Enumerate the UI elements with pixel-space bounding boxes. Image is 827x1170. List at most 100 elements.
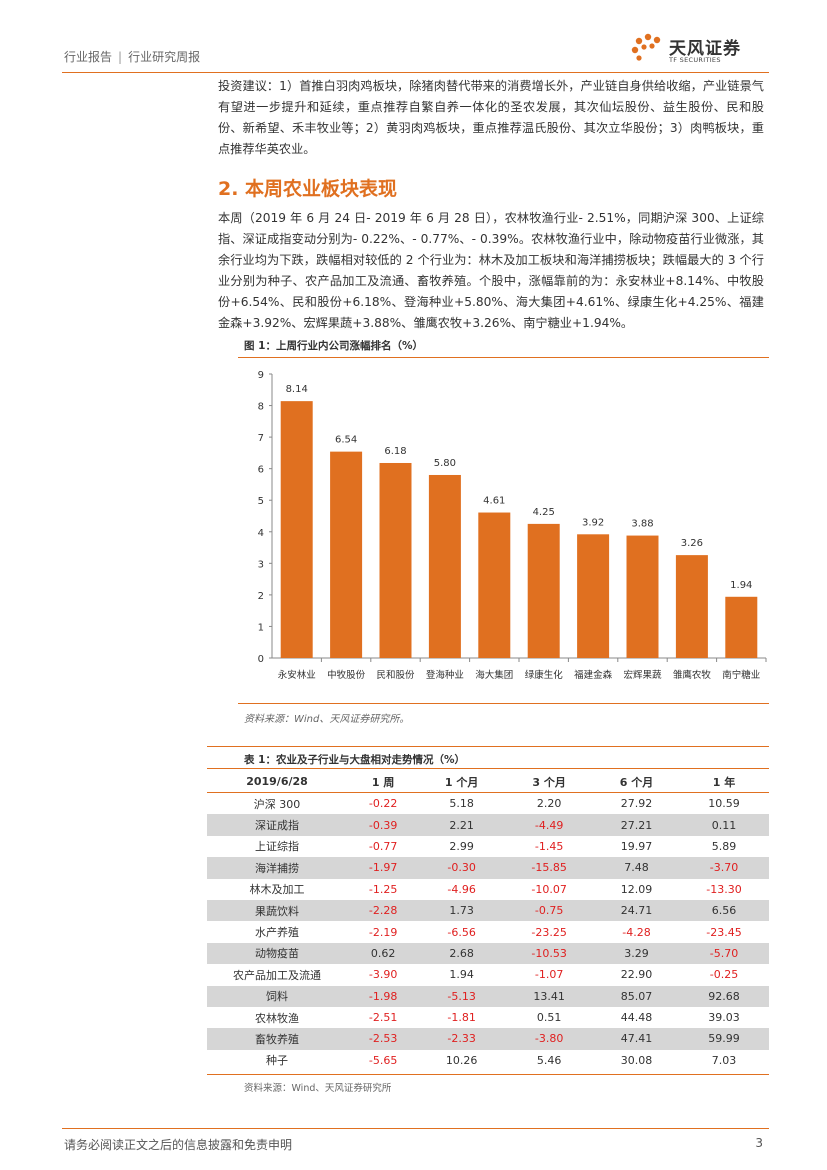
- table-row-label: 沪深 300: [253, 797, 301, 811]
- bar: [527, 523, 560, 658]
- table-cell: -10.07: [531, 882, 567, 896]
- category-label: 中牧股份: [327, 669, 366, 681]
- table-cell: -1.45: [534, 839, 564, 853]
- category-label: 雏鹰农牧: [673, 669, 712, 681]
- logo-subtext: TF SECURITIES: [669, 56, 721, 64]
- table-cell: 0.62: [347, 942, 420, 965]
- investment-advice-paragraph: 投资建议：1）首推白羽肉鸡板块，除猪肉替代带来的消费增长外，产业链自身供给收缩，…: [218, 79, 764, 156]
- table-row: 沪深 300 -0.22 5.18 2.20 27.92 10.59: [207, 793, 769, 815]
- bar: [280, 401, 313, 658]
- table-cell: 2.99: [449, 839, 474, 853]
- y-tick-label: 7: [258, 433, 264, 444]
- bar: [379, 462, 412, 658]
- table-cell: -5.70: [679, 942, 769, 965]
- bar: [428, 474, 461, 658]
- table-row-label: 农产品加工及流通: [233, 968, 321, 982]
- table-cell: -23.25: [531, 925, 567, 939]
- bar-value-label: 6.18: [384, 446, 406, 457]
- category-label: 民和股份: [376, 669, 415, 681]
- bar: [675, 555, 708, 658]
- table-cell: -3.80: [504, 1028, 595, 1050]
- table-cell: 19.97: [620, 839, 653, 853]
- y-tick-label: 1: [258, 622, 264, 633]
- header-report-name: 行业研究周报: [128, 50, 201, 64]
- y-tick-label: 4: [258, 528, 264, 539]
- bar-value-label: 3.26: [681, 538, 703, 549]
- table-cell: 7.03: [711, 1053, 737, 1067]
- table-cell: -2.51: [368, 1011, 398, 1025]
- bar: [330, 451, 363, 658]
- table-row-label: 农林牧渔: [255, 1011, 299, 1025]
- table-title: 表 1：农业及子行业与大盘相对走势情况（%）: [244, 754, 465, 766]
- stock-gain-bar-chart: 0 1 2 3 4 5 6 7 8 9 8.14 永安林业 6.54 中牧股份 6.18 民和股份 5.80 登海…: [258, 370, 767, 681]
- table-cell: 10.59: [708, 797, 740, 811]
- footer-disclaimer: 请务必阅读正文之后的信息披露和免责申明: [64, 1138, 293, 1152]
- table-cell: 5.46: [536, 1053, 562, 1067]
- table-header-row: 2019/6/28 1 周 1 个月 3 个月 6 个月 1 年: [207, 771, 769, 793]
- header-separator: |: [118, 50, 123, 64]
- category-label: 永安林业: [278, 669, 316, 681]
- table-cell: 27.21: [594, 814, 679, 836]
- table-row: 林木及加工 -1.25 -4.96 -10.07 12.09 -13.30: [207, 879, 769, 900]
- company-logo: 天风证券 TF SECURITIES: [627, 30, 767, 70]
- table-row: 种子 -5.65 10.26 5.46 30.08 7.03: [207, 1050, 769, 1071]
- table-cell: -0.30: [419, 857, 505, 879]
- category-label: 南宁糖业: [722, 669, 760, 681]
- logo-text: 天风证券: [669, 39, 741, 59]
- table-row-label: 林木及加工: [249, 883, 305, 897]
- table-row-label: 水产养殖: [255, 926, 299, 940]
- table-cell: 5.89: [711, 839, 737, 853]
- table-row-label: 深证成指: [207, 814, 347, 836]
- table-cell: 5.18: [449, 797, 474, 811]
- bar-value-label: 1.94: [730, 580, 752, 591]
- figure-title: 图 1：上周行业内公司涨幅排名（%）: [244, 340, 423, 352]
- table-cell: 0.51: [536, 1011, 562, 1025]
- y-tick-label: 9: [258, 370, 264, 381]
- y-tick-label: 0: [258, 654, 264, 665]
- table-cell: -23.45: [706, 925, 742, 939]
- table-row-label: 种子: [266, 1054, 288, 1068]
- table-top-rule: [207, 746, 769, 747]
- category-label: 宏辉果蔬: [623, 669, 662, 681]
- table-cell: 47.41: [594, 1028, 679, 1050]
- table-cell: 1.73: [419, 899, 505, 922]
- page-number: 3: [755, 1136, 763, 1150]
- bar-value-label: 3.88: [631, 519, 653, 530]
- table-row: 农产品加工及流通 -3.90 1.94 -1.07 22.90 -0.25: [207, 964, 769, 985]
- table-cell: 1.94: [449, 968, 474, 982]
- bar: [626, 535, 659, 658]
- table-cell: 12.09: [620, 882, 653, 896]
- logo-mark-icon: [631, 33, 661, 61]
- table-cell: -1.97: [347, 857, 420, 879]
- table-cell: -2.53: [347, 1028, 420, 1050]
- table-row: 海洋捕捞 -1.97 -0.30 -15.85 7.48 -3.70: [207, 857, 769, 879]
- table-cell: -1.81: [447, 1011, 476, 1025]
- table-cell: 3.29: [594, 942, 679, 965]
- y-tick-label: 5: [258, 496, 264, 507]
- table-row-label: 畜牧养殖: [207, 1028, 347, 1050]
- y-tick-label: 6: [258, 465, 264, 476]
- bar: [577, 534, 610, 658]
- y-tick-label: 2: [258, 591, 264, 602]
- table-cell: 92.68: [679, 985, 769, 1007]
- footer-divider: [62, 1128, 769, 1129]
- figure-source: 资料来源：Wind、天风证券研究所。: [244, 714, 410, 725]
- bar-value-label: 5.80: [434, 458, 456, 469]
- table-cell: -10.53: [504, 942, 595, 965]
- category-label: 福建金森: [574, 669, 613, 681]
- table-cell: 7.48: [594, 857, 679, 879]
- table-cell: -0.77: [368, 839, 398, 853]
- table-cell: 2.20: [536, 797, 562, 811]
- table-header-cell: 1 年: [679, 771, 769, 793]
- table-cell: -4.49: [504, 814, 595, 836]
- bar-value-label: 3.92: [582, 517, 604, 528]
- table-header-cell: 6 个月: [594, 771, 679, 793]
- table-row-label: 海洋捕捞: [207, 857, 347, 879]
- table-cell: 6.56: [679, 899, 769, 922]
- table-bottom-rule: [207, 1074, 769, 1075]
- page-header: 行业报告 | 行业研究周报: [64, 48, 200, 65]
- table-cell: 2.21: [419, 814, 505, 836]
- table-cell: -13.30: [706, 882, 742, 896]
- bar-value-label: 4.61: [483, 496, 505, 507]
- y-tick-label: 3: [258, 559, 264, 570]
